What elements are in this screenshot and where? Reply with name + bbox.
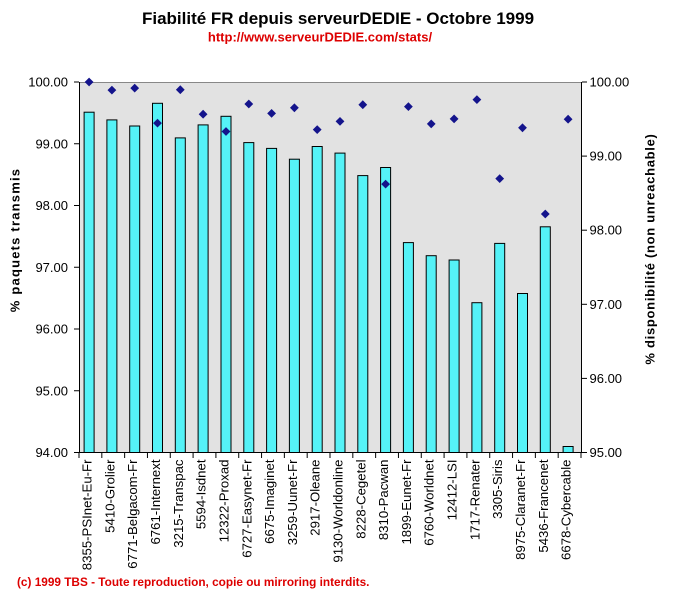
svg-text:99.00: 99.00: [35, 136, 68, 151]
svg-text:% paquets transmis: % paquets transmis: [8, 168, 23, 312]
svg-text:8355-PSInet-Eu-Fr: 8355-PSInet-Eu-Fr: [80, 459, 95, 570]
svg-text:12412-LSI: 12412-LSI: [445, 460, 460, 521]
svg-text:3259-Uunet-Fr: 3259-Uunet-Fr: [285, 459, 300, 545]
svg-text:12322-Proxad: 12322-Proxad: [217, 460, 232, 543]
svg-text:6678-Cybercable: 6678-Cybercable: [559, 460, 574, 560]
svg-text:97.00: 97.00: [35, 260, 68, 275]
svg-text:3305-Siris: 3305-Siris: [490, 459, 505, 519]
svg-text:1899-Eunet-Fr: 1899-Eunet-Fr: [399, 459, 414, 545]
svg-text:94.00: 94.00: [35, 445, 68, 460]
svg-text:http://www.serveurDEDIE.com/st: http://www.serveurDEDIE.com/stats/: [208, 30, 433, 45]
svg-text:96.00: 96.00: [35, 322, 68, 337]
svg-text:6761-Internext: 6761-Internext: [148, 459, 163, 544]
svg-text:2917-Oleane: 2917-Oleane: [308, 460, 323, 536]
svg-text:97.00: 97.00: [590, 297, 623, 312]
svg-text:95.00: 95.00: [590, 445, 623, 460]
svg-text:96.00: 96.00: [590, 371, 623, 386]
svg-text:6760-Worldnet: 6760-Worldnet: [422, 459, 437, 546]
svg-text:6727-Easynet-Fr: 6727-Easynet-Fr: [239, 459, 254, 558]
svg-text:8228-Cegetel: 8228-Cegetel: [353, 459, 368, 538]
svg-text:6675-Imaginet: 6675-Imaginet: [262, 459, 277, 544]
svg-text:8975-Claranet-Fr: 8975-Claranet-Fr: [513, 459, 528, 560]
svg-text:100.00: 100.00: [28, 75, 68, 90]
svg-text:9130-Worldonline: 9130-Worldonline: [331, 460, 346, 563]
svg-text:5594-Isdnet: 5594-Isdnet: [194, 459, 209, 529]
svg-text:Fiabilité FR depuis serveurDED: Fiabilité FR depuis serveurDEDIE - Octob…: [142, 9, 534, 28]
svg-text:6771-Belgacom-Fr: 6771-Belgacom-Fr: [125, 459, 140, 569]
svg-text:1717-Renater: 1717-Renater: [467, 459, 482, 540]
svg-text:98.00: 98.00: [35, 198, 68, 213]
svg-text:5436-Francenet: 5436-Francenet: [536, 459, 551, 552]
svg-text:% disponibilité (non unreachab: % disponibilité (non unreachable): [643, 133, 658, 364]
svg-text:98.00: 98.00: [590, 223, 623, 238]
svg-text:95.00: 95.00: [35, 383, 68, 398]
svg-text:3215-Transpac: 3215-Transpac: [171, 459, 186, 548]
svg-text:5410-Grolier: 5410-Grolier: [102, 459, 117, 533]
svg-text:100.00: 100.00: [590, 75, 630, 90]
svg-text:99.00: 99.00: [590, 149, 623, 164]
svg-text:(c) 1999 TBS - Toute reproduct: (c) 1999 TBS - Toute reproduction, copie…: [17, 575, 369, 589]
svg-text:8310-Pacwan: 8310-Pacwan: [376, 460, 391, 541]
